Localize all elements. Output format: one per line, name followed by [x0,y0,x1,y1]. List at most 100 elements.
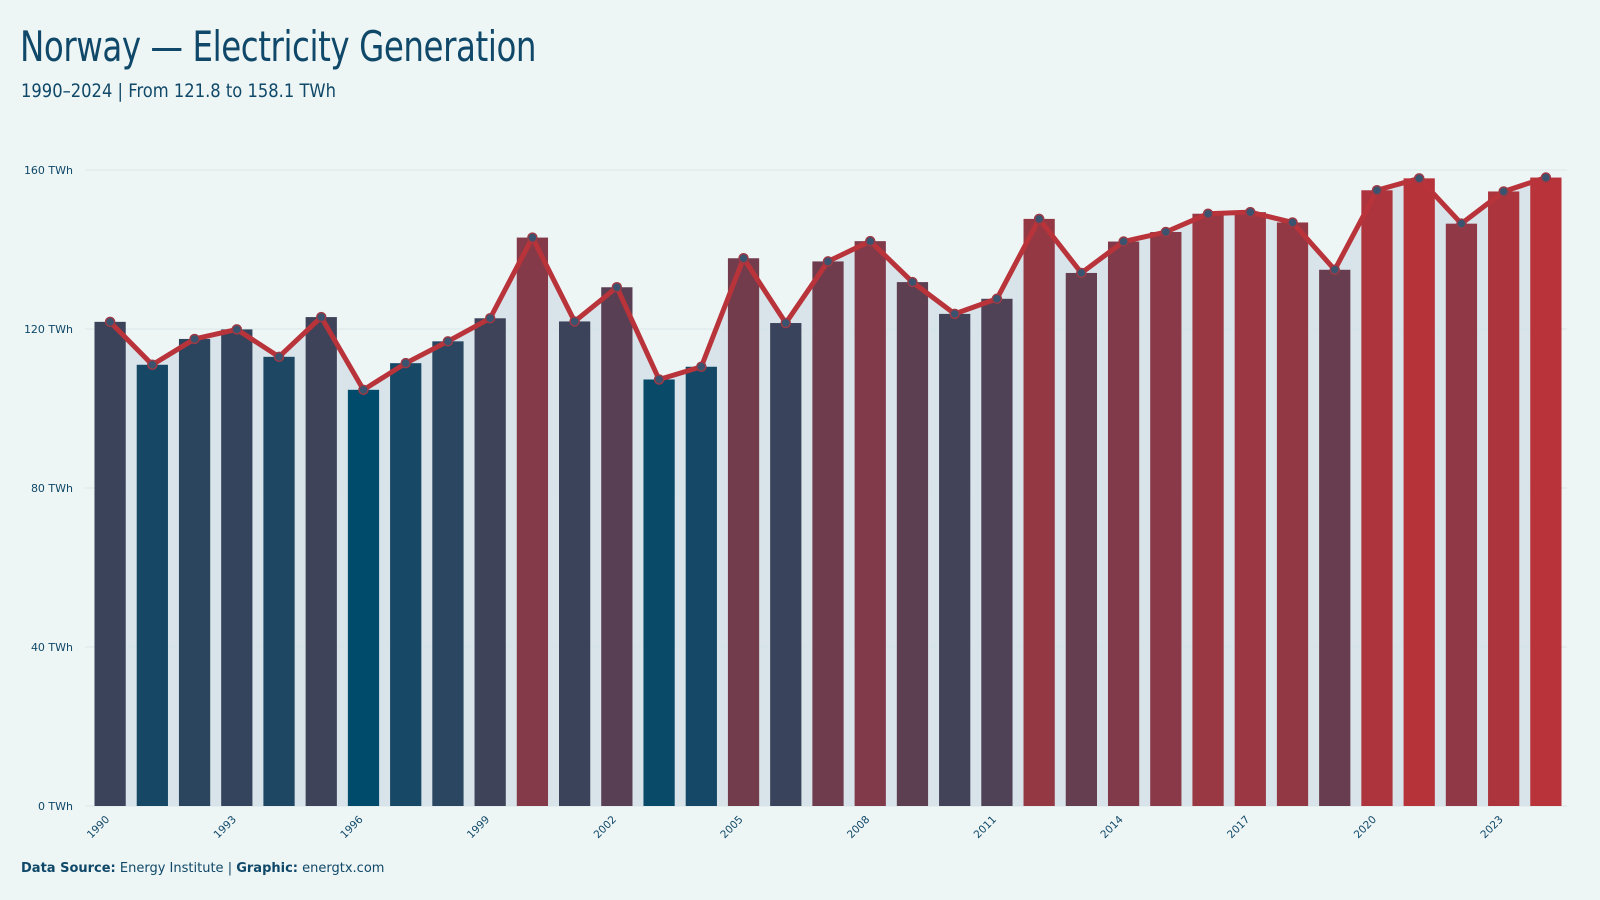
point-2024 [1540,172,1552,183]
x-tick-label: 2023 [1478,814,1505,841]
point-2003 [653,374,665,385]
x-tick-label: 2017 [1225,814,1252,841]
point-2000 [527,232,538,243]
bar-1991 [136,364,168,806]
point-2014 [1118,236,1129,247]
chart-title: Norway — Electricity Generation [20,22,537,71]
bar-2018 [1276,222,1309,807]
bar-2011 [981,298,1013,806]
point-2001 [569,316,580,327]
bar-2002 [601,287,633,806]
point-2020 [1371,185,1383,196]
bar-2000 [516,237,549,806]
bar-1998 [432,341,464,806]
x-tick-label: 2011 [972,814,999,841]
bar-2004 [685,366,717,806]
point-2011 [991,293,1003,305]
x-tick-label: 2020 [1352,814,1379,841]
bar-2016 [1192,213,1224,807]
bar-2005 [727,258,760,806]
bar-2023 [1488,191,1520,807]
point-1991 [147,359,158,371]
x-tick-label: 2014 [1098,813,1126,841]
bar-2024 [1530,177,1562,807]
point-1992 [189,333,200,345]
point-2007 [822,256,834,267]
point-2008 [864,235,876,247]
x-axis-ticks: 1990 1993 1996 1999 2002 2005 2008 2011 2014 2017… [85,813,1506,841]
bar-2003 [643,379,675,806]
points [104,172,1552,396]
y-tick-label: 160 TWh [24,164,73,177]
point-2017 [1245,206,1256,218]
bar-1996 [347,389,380,806]
point-2023 [1498,186,1509,197]
point-1995 [316,311,327,323]
bar-2017 [1234,212,1266,806]
point-2015 [1160,226,1172,238]
bar-2019 [1319,269,1351,807]
x-tick-label: 2008 [845,814,872,841]
chart-subtitle: 1990–2024 | From 121.8 to 158.1 TWh [21,80,336,102]
x-tick-label: 1990 [85,814,112,841]
point-2010 [949,308,960,320]
point-2006 [780,317,792,329]
bar-1994 [263,356,295,806]
point-2009 [907,276,918,288]
bar-2008 [854,241,886,807]
graphic-value: energtx.com [302,861,385,876]
bar-2020 [1361,190,1393,806]
source-label: Data Source: [21,861,116,876]
x-tick-label: 1996 [338,813,366,841]
bar-1992 [178,338,211,806]
x-tick-label: 2002 [592,814,619,841]
point-2012 [1033,213,1045,225]
x-tick-label: 1999 [465,814,492,841]
x-tick-label: 1993 [212,814,239,841]
bar-2022 [1445,223,1478,807]
bar-1995 [305,317,337,806]
point-1990 [104,316,116,328]
y-tick-label: 120 TWh [24,323,73,336]
point-1999 [484,313,496,324]
x-tick-label: 2005 [718,814,745,841]
bar-2012 [1023,218,1055,806]
bar-1993 [221,329,253,806]
point-1998 [442,336,454,347]
point-1993 [231,324,243,335]
graphic-label: Graphic: [236,861,298,876]
y-tick-label: 0 TWh [38,800,73,813]
point-2022 [1456,218,1467,229]
point-2002 [611,282,623,293]
point-1997 [400,357,411,369]
bar-2014 [1107,241,1140,807]
point-1994 [273,351,285,363]
point-2005 [738,252,749,264]
bars [94,177,1562,807]
bar-2006 [770,323,802,806]
source-value: Energy Institute [119,861,224,876]
point-2021 [1413,173,1425,184]
bar-2015 [1150,232,1182,806]
point-2019 [1329,264,1340,276]
y-tick-label: 80 TWh [31,482,73,495]
bar-2001 [559,321,591,806]
point-1996 [358,384,369,396]
footer-separator: | [227,861,233,876]
point-2013 [1076,267,1087,279]
bar-1990 [94,321,126,806]
bar-1997 [390,363,422,806]
point-2004 [696,361,707,373]
bar-2021 [1403,178,1435,806]
bar-2009 [896,282,929,807]
bar-1999 [474,318,506,806]
bar-2010 [939,313,971,806]
bar-2013 [1065,272,1097,806]
point-2016 [1202,208,1214,219]
bar-2007 [812,261,844,806]
y-tick-label: 40 TWh [31,641,73,654]
footer-credits: Data Source: Energy Institute | Graphic:… [21,861,384,876]
point-2018 [1287,217,1298,228]
y-axis-ticks: 0 TWh 40 TWh 80 TWh 120 TWh 160 TWh [24,164,73,813]
